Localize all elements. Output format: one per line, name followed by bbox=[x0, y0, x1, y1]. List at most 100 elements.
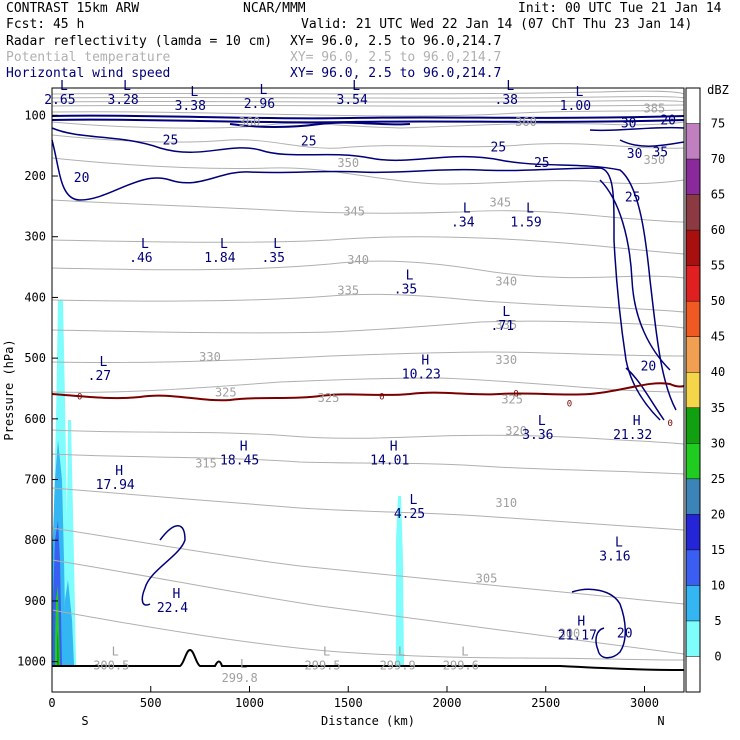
theta-contour-label: 350 bbox=[337, 156, 359, 170]
extremum-value: 3.36 bbox=[522, 428, 553, 443]
theta-contour-label: 330 bbox=[495, 353, 517, 367]
colorbar-level-label: 40 bbox=[711, 365, 725, 379]
extremum-value: 299.8 bbox=[222, 671, 258, 685]
extremum-value: 299.6 bbox=[443, 659, 479, 673]
colorbar-swatch bbox=[686, 123, 700, 160]
extremum-type: L bbox=[352, 79, 360, 94]
colorbar-swatch bbox=[686, 585, 700, 621]
y-tick-label: 400 bbox=[24, 290, 46, 304]
header: CONTRAST 15km ARW NCAR/MMM Init: 00 UTC … bbox=[6, 1, 722, 81]
extremum-marker: L.34 bbox=[451, 202, 475, 231]
extremum-marker: L3.54 bbox=[337, 79, 368, 108]
extremum-type: L bbox=[60, 79, 68, 94]
extremum-type: L bbox=[259, 83, 267, 98]
colorbar-level-label: 15 bbox=[711, 543, 725, 557]
extremum-type: L bbox=[406, 268, 414, 283]
extremum-type: H bbox=[577, 614, 585, 629]
extremum-value: 1.59 bbox=[510, 216, 541, 231]
colorbar-swatch bbox=[686, 159, 700, 195]
wind-contour-label: 25 bbox=[534, 156, 550, 171]
colorbar-level-label: 20 bbox=[711, 507, 725, 521]
extrema-labels: L2.65L3.28L3.38L2.96L3.54L.38L1.00L.34L1… bbox=[44, 79, 652, 685]
colorbar-level-label: 30 bbox=[711, 436, 725, 450]
extremum-marker: H17.94 bbox=[96, 464, 135, 493]
field-xy-theta: XY= 96.0, 2.5 to 96.0,214.7 bbox=[290, 50, 501, 65]
freezing-labels: 0 0 0 0 0 bbox=[77, 389, 673, 429]
x-axis-label: Distance (km) bbox=[321, 714, 415, 728]
extremum-marker: L1.84 bbox=[204, 237, 235, 266]
extremum-type: H bbox=[173, 587, 181, 602]
x-tick-label: 1500 bbox=[334, 696, 363, 710]
extremum-type: L bbox=[323, 645, 330, 659]
extremum-value: 2.96 bbox=[244, 97, 275, 112]
colorbar-swatch bbox=[686, 407, 700, 444]
colorbar-swatch bbox=[686, 230, 700, 266]
colorbar-unit: dBZ bbox=[707, 83, 729, 97]
south-endpoint-label: S bbox=[81, 714, 88, 728]
forecast-hour: Fcst: 45 h bbox=[6, 17, 84, 32]
wind-labels: 30 30 35 20 25 25 25 25 25 20 20 20 bbox=[74, 113, 676, 641]
theta-contour-label: 350 bbox=[644, 153, 666, 167]
colorbar-level-label: 0 bbox=[714, 649, 721, 663]
colorbar-swatch bbox=[686, 656, 700, 692]
wind-contour-label: 20 bbox=[74, 171, 90, 186]
extremum-value: 10.23 bbox=[402, 367, 441, 382]
wind-contours bbox=[51, 114, 685, 659]
wind-contour-label: 35 bbox=[652, 146, 668, 161]
colorbar-swatch bbox=[686, 194, 700, 231]
theta-contour-label: 335 bbox=[337, 283, 359, 297]
model-title: CONTRAST 15km ARW bbox=[6, 1, 139, 16]
theta-contour-label: 340 bbox=[495, 274, 517, 288]
extremum-type: H bbox=[115, 464, 123, 479]
theta-contour-label: 325 bbox=[215, 385, 237, 399]
extremum-marker: L.27 bbox=[88, 355, 111, 384]
theta-contour-label: 340 bbox=[347, 253, 369, 267]
extremum-value: 3.28 bbox=[107, 93, 138, 108]
extremum-value: .46 bbox=[129, 251, 152, 266]
extremum-marker: L2.65 bbox=[44, 79, 75, 108]
extremum-value: 2.65 bbox=[44, 93, 75, 108]
extremum-marker: L1.59 bbox=[510, 202, 541, 231]
extremum-type: L bbox=[526, 202, 534, 217]
theta-contour-label: 325 bbox=[318, 391, 340, 405]
x-tick-label: 1000 bbox=[235, 696, 264, 710]
freezing-level-label: 0 bbox=[667, 419, 672, 429]
colorbar-level-label: 60 bbox=[711, 223, 725, 237]
extremum-marker: L2.96 bbox=[244, 83, 275, 112]
extremum-value: 1.84 bbox=[204, 251, 235, 266]
wind-contour-label: 20 bbox=[660, 113, 676, 128]
extremum-type: L bbox=[463, 202, 471, 217]
y-tick-label: 100 bbox=[24, 108, 46, 122]
theta-contour-label: 310 bbox=[495, 496, 517, 510]
extremum-type: L bbox=[123, 79, 131, 94]
extremum-value: 22.4 bbox=[157, 601, 188, 616]
extremum-value: .27 bbox=[88, 369, 111, 384]
extremum-marker: L3.16 bbox=[599, 535, 630, 564]
extremum-value: 299.9 bbox=[380, 659, 416, 673]
extremum-type: H bbox=[390, 440, 398, 455]
field-name-wind: Horizontal wind speed bbox=[6, 66, 170, 81]
colorbar-swatch bbox=[686, 443, 700, 479]
x-tick-label: 3000 bbox=[630, 696, 659, 710]
theta-contour-label: 345 bbox=[343, 204, 365, 218]
extremum-type: L bbox=[538, 414, 546, 429]
colorbar-swatch bbox=[686, 372, 700, 408]
y-tick-label: 600 bbox=[24, 412, 46, 426]
extremum-value: 3.38 bbox=[175, 99, 206, 114]
colorbar: 0 5 10 15 20 25 30 35 40 45 50 55 60 65 70 75 dBZ bbox=[685, 83, 729, 693]
extremum-value: 14.01 bbox=[370, 454, 409, 469]
extremum-value: .35 bbox=[394, 282, 417, 297]
y-tick-label: 700 bbox=[24, 473, 46, 487]
x-tick-label: 2500 bbox=[531, 696, 560, 710]
extremum-value: 299.5 bbox=[305, 659, 341, 673]
colorbar-swatch bbox=[686, 478, 700, 515]
freezing-level-label: 0 bbox=[77, 392, 82, 402]
extremum-value: 3.54 bbox=[337, 93, 368, 108]
colorbar-swatch bbox=[686, 620, 700, 657]
field-xy-reflectivity: XY= 96.0, 2.5 to 96.0,214.7 bbox=[290, 34, 501, 49]
field-name-reflectivity: Radar reflectivity (lamda = 10 cm) bbox=[6, 34, 272, 49]
